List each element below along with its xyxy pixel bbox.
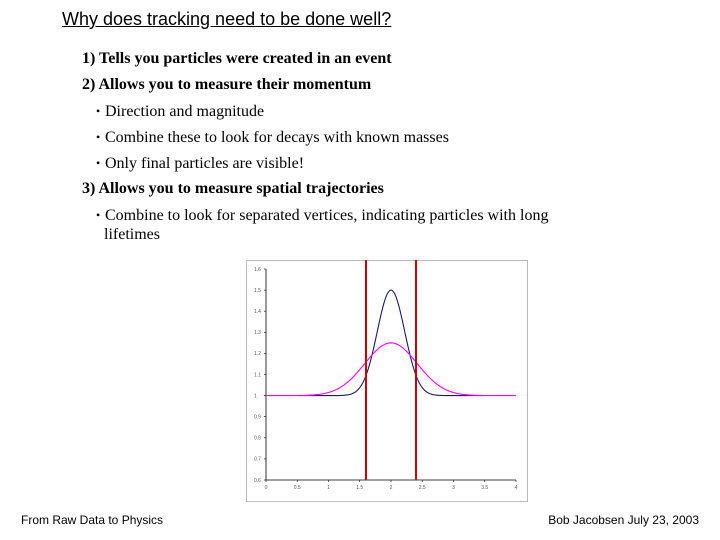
bullet-text: Combine to look for separated vertices, … bbox=[105, 207, 549, 224]
footer-right: Bob Jacobsen July 23, 2003 bbox=[548, 513, 699, 527]
bullet-icon: • bbox=[96, 208, 101, 222]
bullet-direction: • Direction and magnitude bbox=[82, 101, 682, 127]
series-line-wide-peak bbox=[266, 342, 516, 397]
point-1: 1) Tells you particles were created in a… bbox=[82, 50, 392, 67]
x-tick-label: 3 bbox=[452, 485, 455, 491]
series-line-narrow-peak bbox=[297, 289, 485, 397]
y-tick-label: 1 bbox=[254, 393, 257, 399]
point-3: 3) Allows you to measure spatial traject… bbox=[82, 180, 384, 197]
slide-title: Why does tracking need to be done well? bbox=[62, 9, 392, 29]
point-2: 2) Allows you to measure their momentum bbox=[82, 76, 372, 93]
x-tick-label: 0.5 bbox=[294, 485, 301, 491]
slide-content: 1) Tells you particles were created in a… bbox=[82, 49, 682, 251]
y-tick-label: 1.3 bbox=[254, 330, 261, 336]
y-tick-label: 0.8 bbox=[254, 436, 261, 442]
y-tick-label: 0.6 bbox=[254, 478, 261, 484]
bullet-icon: • bbox=[96, 156, 101, 170]
bullet-vertices: • Combine to look for separated vertices,… bbox=[82, 205, 682, 231]
x-tick-label: 1.5 bbox=[356, 485, 363, 491]
x-tick-label: 0 bbox=[265, 485, 268, 491]
x-tick-label: 2 bbox=[390, 485, 393, 491]
footer-left: From Raw Data to Physics bbox=[21, 513, 164, 527]
y-tick-label: 1.2 bbox=[254, 351, 261, 357]
y-tick-label: 1.5 bbox=[254, 288, 261, 294]
y-tick-label: 0.7 bbox=[254, 457, 261, 463]
bullet-text: Only final particles are visible! bbox=[105, 155, 305, 172]
y-tick-label: 1.1 bbox=[254, 372, 261, 378]
bullet-vertices-continued: lifetimes bbox=[104, 226, 160, 243]
bullet-icon: • bbox=[96, 104, 101, 118]
x-tick-label: 3.5 bbox=[481, 485, 488, 491]
x-tick-label: 2.5 bbox=[419, 485, 426, 491]
bullet-final: • Only final particles are visible! bbox=[82, 153, 682, 179]
resolution-chart: 0.6 0.7 0.8 0.9 1 1.1 1.2 1.3 1.4 1.5 1.6 0 0.5 1 1.5 2… bbox=[246, 260, 528, 502]
x-tick-label: 1 bbox=[327, 485, 330, 491]
bullet-text: Combine these to look for decays with kn… bbox=[105, 129, 449, 146]
y-tick-label: 0.9 bbox=[254, 415, 261, 421]
chart-frame bbox=[246, 260, 528, 502]
bullet-icon: • bbox=[96, 130, 101, 144]
bullet-combine: • Combine these to look for decays with k… bbox=[82, 127, 682, 153]
y-tick-label: 1.6 bbox=[254, 267, 261, 273]
x-tick-label: 4 bbox=[515, 485, 518, 491]
y-tick-label: 1.4 bbox=[254, 309, 261, 315]
bullet-text: Direction and magnitude bbox=[105, 103, 265, 120]
